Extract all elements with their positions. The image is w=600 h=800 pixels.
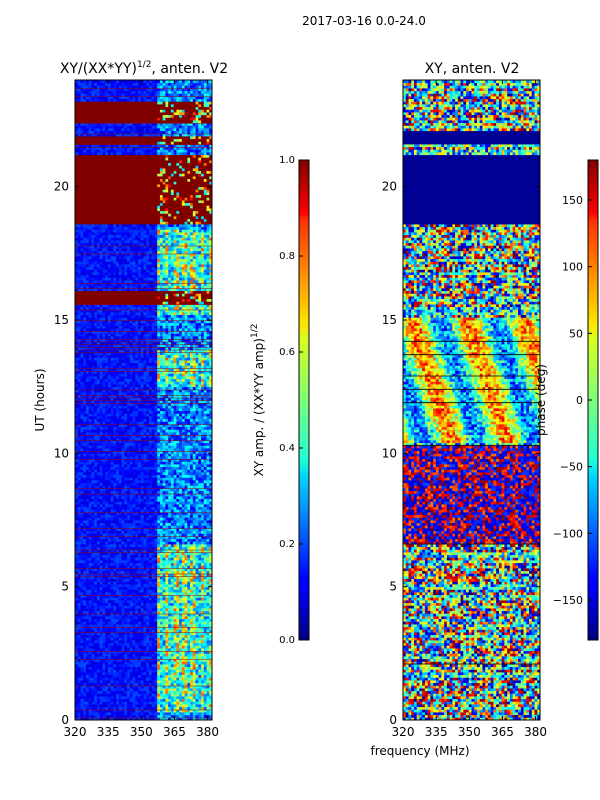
y-tick-label: 10 — [54, 446, 69, 460]
colorbar-tick-label: −100 — [553, 527, 583, 540]
right-axes-frame — [402, 79, 541, 721]
x-tick-label: 380 — [196, 725, 219, 739]
colorbar-tick-label: 0 — [576, 394, 583, 407]
right-heatmap — [403, 80, 540, 720]
left-colorbar: 0.0 0.2 0.4 0.6 0.8 1.0 XY amp. / (XX*YY amp)… — [250, 155, 310, 646]
left-colorbar-label: XY amp. / (XX*YY amp)1/2 — [250, 324, 266, 477]
figure-suptitle: 2017-03-16 0.0-24.0 — [0, 14, 600, 28]
right-plot: XY, anten. V2 320 335 350 365 380 0 5 10 15 20 — [382, 61, 547, 739]
y-tick-label: 15 — [382, 313, 397, 327]
right-colorbar: 150 100 50 0 −50 −100 −150 phase (deg) — [534, 159, 599, 641]
colorbar-tick-label: 100 — [562, 261, 583, 274]
colorbar-tick-label: 0.6 — [279, 347, 295, 358]
x-tick-label: 320 — [392, 725, 415, 739]
left-colorbar-gradient — [298, 159, 310, 641]
y-tick-label: 20 — [54, 180, 69, 194]
x-tick-label: 320 — [64, 725, 87, 739]
right-title: XY, anten. V2 — [425, 61, 520, 77]
left-plot: XY/(XX*YY)1/2, anten. V2 320 335 350 365 380… — [33, 60, 228, 739]
colorbar-tick-label: −150 — [553, 594, 583, 607]
y-tick-label: 15 — [54, 313, 69, 327]
right-colorbar-ticks: 150 100 50 0 −50 −100 −150 — [553, 194, 592, 607]
left-axes-frame — [74, 79, 213, 721]
right-colorbar-label: phase (deg) — [534, 364, 548, 436]
x-tick-label: 335 — [425, 725, 448, 739]
y-tick-label: 0 — [61, 713, 69, 727]
colorbar-tick-label: 150 — [562, 194, 583, 207]
x-tick-label: 335 — [97, 725, 120, 739]
left-colorbar-ticks: 0.0 0.2 0.4 0.6 0.8 1.0 — [279, 155, 303, 646]
x-tick-label: 365 — [491, 725, 514, 739]
colorbar-tick-label: 0.4 — [279, 443, 295, 454]
left-ylabel: UT (hours) — [33, 368, 47, 431]
x-tick-label: 350 — [458, 725, 481, 739]
colorbar-tick-label: 0.0 — [279, 635, 295, 646]
left-title: XY/(XX*YY)1/2, anten. V2 — [60, 60, 228, 77]
x-tick-label: 350 — [130, 725, 153, 739]
colorbar-tick-label: 0.8 — [279, 251, 295, 262]
colorbar-tick-label: 0.2 — [279, 539, 295, 550]
x-tick-label: 380 — [524, 725, 547, 739]
colorbar-tick-label: 50 — [569, 327, 583, 340]
right-axes-ticks: 320 335 350 365 380 0 5 10 15 20 — [382, 80, 547, 739]
y-tick-label: 5 — [61, 580, 69, 594]
y-tick-label: 10 — [382, 446, 397, 460]
left-axes-ticks: 320 335 350 365 380 0 5 10 15 20 — [54, 80, 219, 739]
x-tick-label: 365 — [163, 725, 186, 739]
colorbar-tick-label: 1.0 — [279, 155, 295, 166]
y-tick-label: 5 — [389, 580, 397, 594]
shared-xlabel: frequency (MHz) — [370, 744, 469, 758]
left-heatmap — [75, 80, 212, 720]
colorbar-tick-label: −50 — [560, 461, 583, 474]
y-tick-label: 0 — [389, 713, 397, 727]
y-tick-label: 20 — [382, 180, 397, 194]
